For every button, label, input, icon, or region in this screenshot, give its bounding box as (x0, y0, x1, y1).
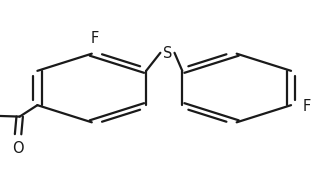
Text: S: S (163, 46, 172, 61)
Text: F: F (302, 99, 310, 114)
Text: F: F (91, 31, 99, 46)
Text: O: O (12, 141, 24, 156)
